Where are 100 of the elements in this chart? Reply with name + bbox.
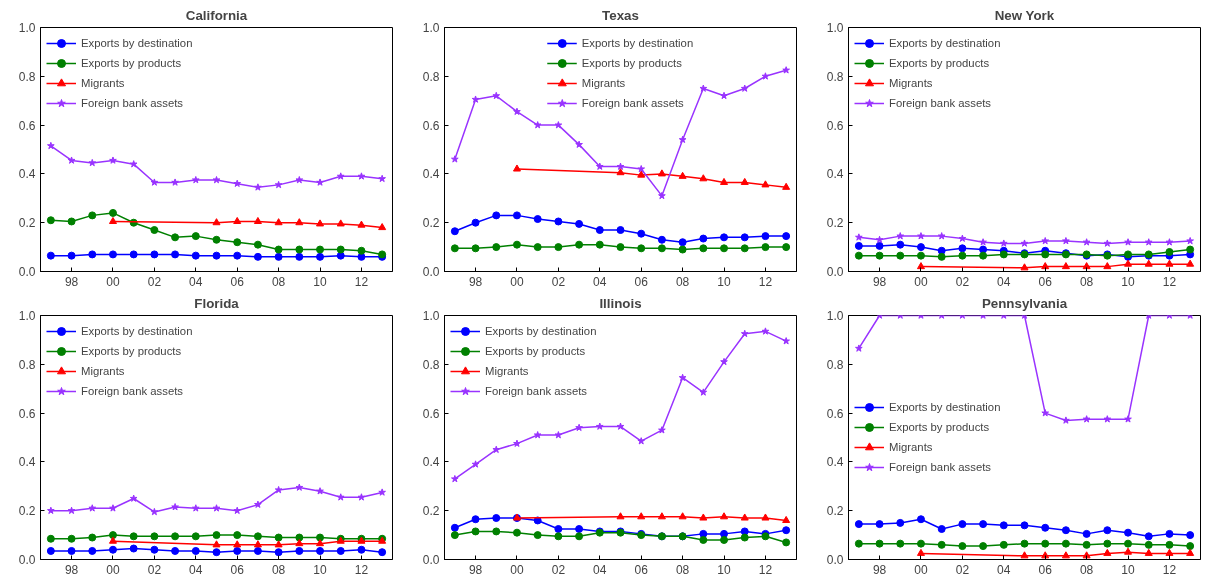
- y-tick-label: 0.0: [422, 265, 440, 279]
- legend-label: Exports by products: [889, 421, 990, 433]
- y-tick-label: 0.2: [18, 216, 36, 231]
- x-tick-label: 04: [189, 562, 203, 577]
- x-tick-label: 02: [551, 562, 566, 577]
- x-tick-label: 02: [147, 274, 162, 289]
- y-tick-label: 0.4: [422, 455, 440, 470]
- legend-label: Exports by products: [581, 57, 682, 69]
- x-tick-label: 00: [510, 274, 524, 289]
- x-tick-label: 00: [106, 274, 120, 289]
- y-tick-label: 0.2: [18, 504, 36, 519]
- x-tick-label: 08: [271, 274, 286, 289]
- y-tick-label: 1.0: [826, 21, 844, 35]
- chart-title: Illinois: [599, 295, 642, 311]
- x-tick-label: 12: [354, 274, 369, 289]
- x-tick-label: 98: [64, 562, 79, 577]
- chart-title: Florida: [194, 295, 240, 311]
- x-tick-label: 00: [510, 562, 524, 577]
- x-tick-label: 12: [758, 562, 773, 577]
- x-tick-label: 10: [717, 562, 732, 577]
- legend-label: Migrants: [889, 441, 933, 453]
- y-tick-label: 0.6: [826, 406, 844, 421]
- x-tick-label: 00: [106, 562, 120, 577]
- legend-label: Migrants: [889, 77, 933, 89]
- x-tick-label: 10: [313, 562, 328, 577]
- x-tick-label: 10: [313, 274, 328, 289]
- x-tick-label: 02: [955, 562, 970, 577]
- legend-label: Migrants: [581, 77, 626, 89]
- x-tick-label: 02: [955, 274, 970, 289]
- x-tick-label: 08: [675, 274, 690, 289]
- x-tick-label: 12: [1162, 562, 1177, 577]
- y-tick-label: 0.6: [18, 118, 36, 133]
- legend-label: Exports by products: [889, 57, 990, 69]
- chart-title: California: [185, 7, 248, 23]
- x-tick-label: 06: [1038, 562, 1053, 577]
- y-tick-label: 0.6: [18, 406, 36, 421]
- x-tick-label: 98: [64, 274, 79, 289]
- x-tick-label: 06: [230, 274, 245, 289]
- y-tick-label: 0.2: [422, 504, 440, 519]
- x-tick-label: 12: [1162, 274, 1177, 289]
- x-tick-label: 10: [717, 274, 732, 289]
- chart-title: Pennsylvania: [981, 295, 1068, 311]
- y-tick-label: 0.2: [826, 216, 844, 231]
- y-tick-label: 0.0: [18, 265, 36, 279]
- y-tick-label: 0.8: [422, 69, 440, 84]
- legend-label: Foreign bank assets: [581, 97, 684, 109]
- legend-label: Exports by destination: [81, 37, 193, 49]
- y-tick-label: 1.0: [422, 309, 440, 323]
- legend-label: Exports by destination: [889, 401, 1001, 413]
- legend-label: Migrants: [81, 77, 125, 89]
- y-tick-label: 0.8: [18, 69, 36, 84]
- y-tick-label: 1.0: [18, 21, 36, 35]
- x-tick-label: 04: [997, 274, 1011, 289]
- x-tick-label: 10: [1121, 562, 1136, 577]
- x-tick-label: 08: [271, 562, 286, 577]
- legend-label: Migrants: [81, 365, 125, 377]
- y-tick-label: 0.8: [826, 69, 844, 84]
- y-tick-label: 1.0: [826, 309, 844, 323]
- x-tick-label: 08: [675, 562, 690, 577]
- y-tick-label: 0.0: [826, 553, 844, 567]
- x-tick-label: 06: [230, 562, 245, 577]
- y-tick-label: 1.0: [422, 21, 440, 35]
- x-tick-label: 04: [593, 274, 607, 289]
- legend-label: Foreign bank assets: [81, 385, 184, 397]
- legend-label: Exports by products: [485, 345, 586, 357]
- x-tick-label: 06: [1038, 274, 1053, 289]
- chart-title: New York: [994, 7, 1055, 23]
- legend-label: Exports by destination: [485, 325, 597, 337]
- y-tick-label: 1.0: [18, 309, 36, 323]
- y-tick-label: 0.8: [18, 357, 36, 372]
- chart-title: Texas: [602, 7, 639, 23]
- legend-label: Migrants: [485, 365, 529, 377]
- y-tick-label: 0.2: [422, 216, 440, 231]
- y-tick-label: 0.0: [422, 553, 440, 567]
- x-tick-label: 98: [872, 562, 887, 577]
- x-tick-label: 98: [872, 274, 887, 289]
- x-tick-label: 12: [354, 562, 369, 577]
- y-tick-label: 0.8: [422, 357, 440, 372]
- y-tick-label: 0.6: [826, 118, 844, 133]
- x-tick-label: 02: [551, 274, 566, 289]
- x-tick-label: 98: [468, 274, 483, 289]
- x-tick-label: 04: [189, 274, 203, 289]
- y-tick-label: 0.0: [826, 265, 844, 279]
- y-tick-label: 0.4: [422, 167, 440, 182]
- x-tick-label: 98: [468, 562, 483, 577]
- x-tick-label: 08: [1079, 562, 1094, 577]
- y-tick-label: 0.4: [18, 455, 36, 470]
- x-tick-label: 08: [1079, 274, 1094, 289]
- legend-label: Exports by products: [81, 57, 182, 69]
- y-tick-label: 0.6: [422, 406, 440, 421]
- x-tick-label: 12: [758, 274, 773, 289]
- x-tick-label: 04: [997, 562, 1011, 577]
- x-tick-label: 10: [1121, 274, 1136, 289]
- legend-label: Exports by destination: [889, 37, 1001, 49]
- y-tick-label: 0.0: [18, 553, 36, 567]
- y-tick-label: 0.2: [826, 504, 844, 519]
- x-tick-label: 06: [634, 562, 649, 577]
- y-tick-label: 0.4: [826, 455, 844, 470]
- x-tick-label: 02: [147, 562, 162, 577]
- legend-label: Foreign bank assets: [889, 461, 992, 473]
